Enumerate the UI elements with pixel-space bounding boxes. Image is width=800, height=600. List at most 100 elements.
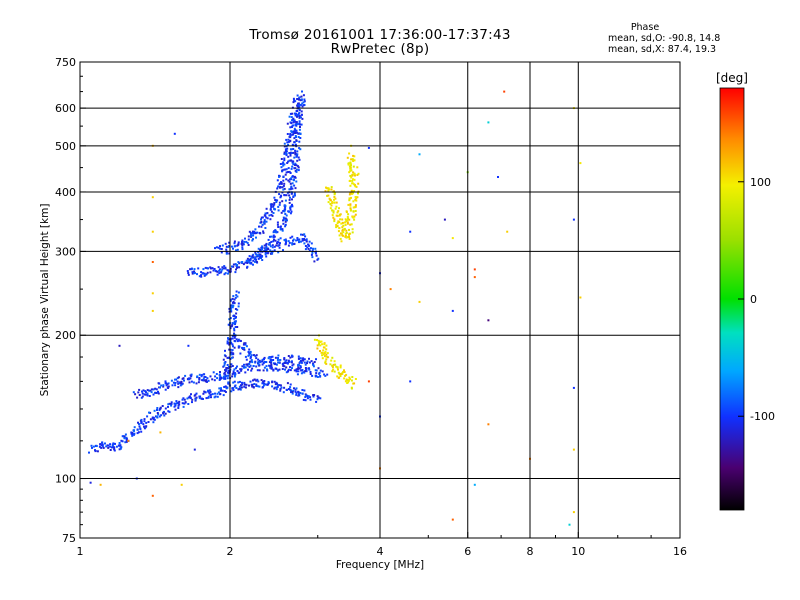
trace-point: [349, 174, 352, 177]
trace-point: [149, 418, 152, 421]
trace-point: [231, 365, 234, 367]
trace-point: [303, 389, 306, 392]
trace-point: [270, 365, 273, 367]
trace-point: [316, 258, 319, 261]
trace-point: [302, 357, 305, 360]
trace-point: [277, 244, 280, 247]
trace-point: [257, 257, 260, 260]
trace-point: [284, 213, 287, 215]
trace-point: [231, 337, 234, 340]
trace-point: [280, 211, 283, 214]
trace-point: [258, 369, 261, 372]
trace-point: [150, 388, 153, 391]
trace-point: [229, 298, 232, 301]
trace-point: [298, 147, 301, 150]
trace-point: [300, 361, 303, 364]
trace-point: [288, 188, 291, 191]
trace-point: [246, 363, 249, 366]
trace-point: [233, 302, 236, 305]
trace-point: [286, 191, 289, 194]
trace-point: [292, 239, 294, 242]
trace-point: [240, 386, 243, 389]
trace-point: [304, 235, 307, 238]
trace-point: [257, 358, 260, 361]
trace-point: [283, 358, 286, 361]
trace-point: [284, 168, 287, 171]
trace-point: [270, 203, 273, 206]
trace-point: [248, 363, 251, 365]
trace-point: [348, 236, 351, 238]
trace-point: [164, 380, 167, 383]
trace-point: [293, 167, 296, 170]
trace-point: [282, 222, 285, 225]
trace-point: [241, 239, 244, 242]
trace-point: [152, 416, 155, 419]
trace-point: [176, 402, 179, 405]
trace-point: [303, 233, 306, 236]
trace-point: [272, 368, 275, 371]
trace-point: [293, 369, 296, 372]
trace-point: [308, 368, 311, 371]
trace-point: [295, 123, 298, 125]
trace-point: [245, 363, 248, 366]
trace-point: [283, 142, 286, 145]
trace-point: [230, 310, 233, 313]
trace-point: [249, 364, 252, 367]
trace-point: [284, 149, 287, 152]
trace-point: [284, 204, 287, 207]
trace-point: [280, 194, 283, 197]
trace-point: [241, 383, 244, 386]
trace-point: [312, 364, 315, 366]
trace-point: [203, 390, 206, 393]
trace-point: [330, 204, 333, 207]
trace-point: [309, 398, 312, 401]
trace-point: [252, 256, 255, 259]
trace-point: [277, 238, 280, 241]
trace-point: [288, 180, 291, 183]
trace-point: [251, 367, 254, 370]
trace-point: [233, 336, 236, 339]
trace-point: [353, 172, 356, 175]
trace-point: [198, 275, 201, 278]
trace-point: [118, 442, 121, 444]
trace-point: [351, 182, 354, 185]
trace-point: [205, 379, 208, 382]
trace-point: [190, 380, 193, 383]
trace-point: [293, 99, 296, 102]
trace-point: [229, 317, 232, 320]
trace-point: [302, 398, 305, 401]
trace-point: [298, 238, 301, 241]
trace-point: [205, 397, 208, 400]
trace-point: [351, 216, 354, 219]
trace-point: [195, 396, 198, 399]
trace-point: [301, 392, 304, 395]
trace-point: [262, 231, 265, 234]
trace-point: [292, 133, 295, 136]
trace-point: [227, 356, 230, 359]
trace-point: [263, 214, 266, 217]
trace-point: [300, 95, 303, 98]
trace-point: [278, 174, 280, 177]
trace-point: [296, 373, 299, 376]
trace-point: [349, 166, 352, 169]
trace-point: [184, 374, 187, 377]
trace-point: [304, 363, 307, 366]
scatter-point: [89, 481, 92, 484]
trace-point: [250, 262, 253, 265]
trace-point: [163, 414, 166, 417]
trace-point: [337, 371, 340, 374]
trace-point: [274, 229, 277, 232]
trace-point: [137, 391, 140, 394]
trace-point: [150, 391, 153, 394]
trace-point: [143, 418, 146, 421]
trace-point: [168, 410, 171, 413]
trace-point: [297, 366, 300, 369]
trace-point: [166, 383, 169, 386]
trace-point: [320, 340, 323, 343]
trace-point: [304, 367, 307, 369]
trace-point: [353, 178, 356, 181]
trace-point: [210, 267, 212, 270]
trace-point: [290, 210, 293, 213]
trace-point: [306, 395, 309, 398]
trace-point: [323, 352, 326, 354]
